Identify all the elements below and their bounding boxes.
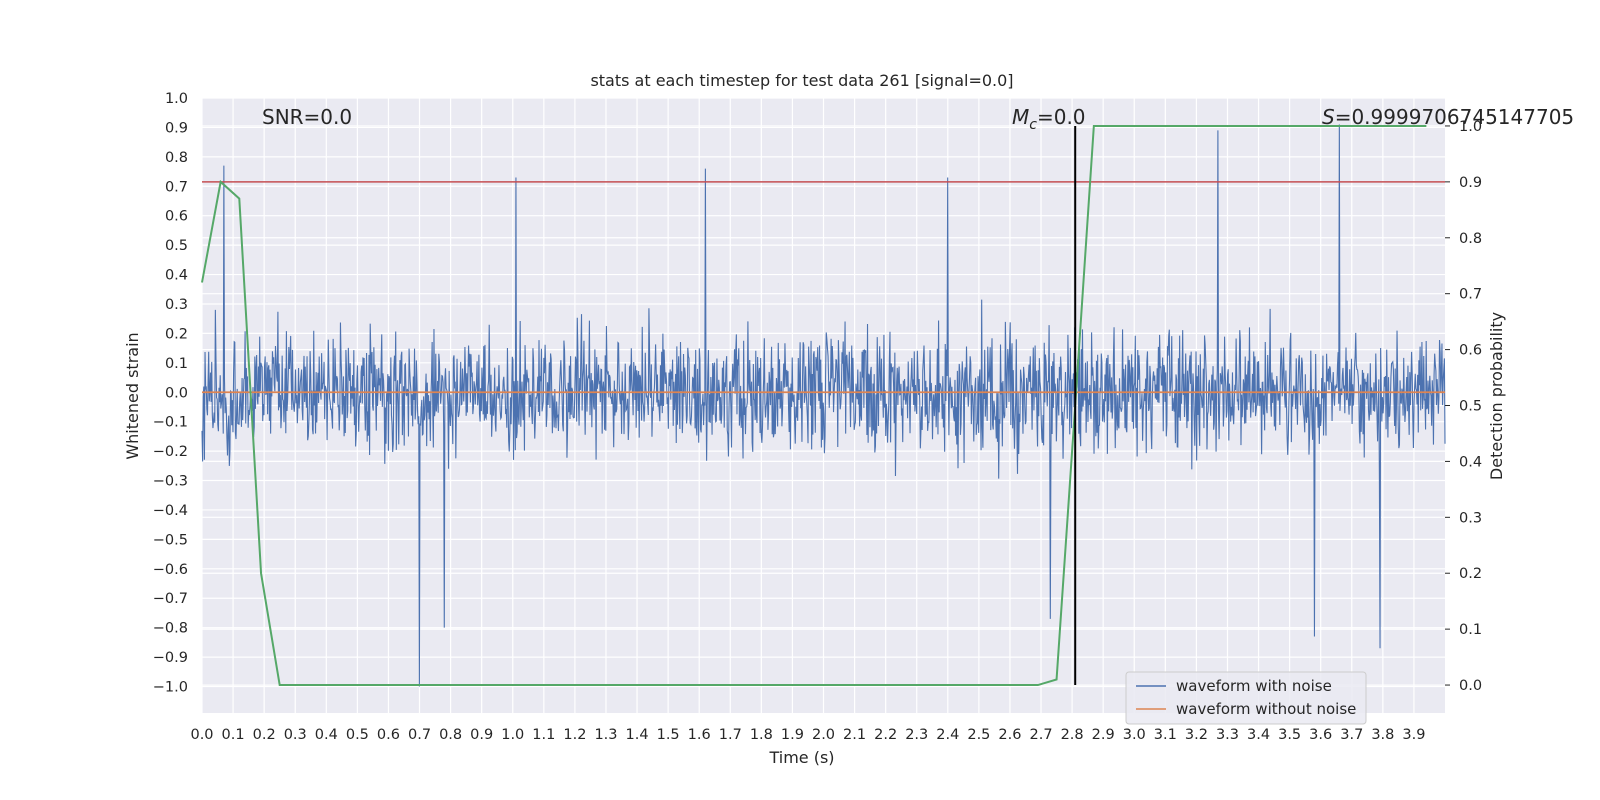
x-tick-label: 0.1 xyxy=(222,727,245,743)
x-axis-label: Time (s) xyxy=(768,748,834,767)
y-tick-label: 0.2 xyxy=(165,326,188,342)
y-tick-label: 0.4 xyxy=(165,268,188,284)
x-tick-label: 3.5 xyxy=(1278,727,1301,743)
y-tick-label: 0.8 xyxy=(165,150,188,166)
y-tick-labels: 1.0 0.9 0.8 0.7 0.6 0.5 0.4 0.3 0.2 0.1 0.0 −0.1 −0.… xyxy=(153,91,188,696)
x-tick-label: 1.1 xyxy=(532,727,555,743)
y-tick-label: 0.9 xyxy=(165,120,188,136)
mc-annotation: Mc=0.0 xyxy=(1012,105,1086,133)
y-tick-label: −0.8 xyxy=(153,621,188,637)
x-tick-label: 1.6 xyxy=(688,727,711,743)
x-tick-label: 2.7 xyxy=(1029,727,1052,743)
y-tick-label: −0.2 xyxy=(153,444,188,460)
y2-tick-label: 0.8 xyxy=(1459,231,1482,247)
y2-tick-label: 1.0 xyxy=(1459,119,1482,135)
x-tick-labels: 0.0 0.1 0.2 0.3 0.4 0.5 0.6 0.7 0.8 0.9 1.0 1.1 1.2 1… xyxy=(190,727,1425,743)
x-tick-label: 0.7 xyxy=(408,727,431,743)
legend: waveform with noise waveform without noi… xyxy=(1125,671,1367,725)
y2-tick-label: 0.7 xyxy=(1459,287,1482,303)
y-tick-label: 1.0 xyxy=(165,91,188,107)
x-tick-label: 2.1 xyxy=(843,727,866,743)
y2-tick-label: 0.4 xyxy=(1459,454,1482,470)
y-tick-label: −0.6 xyxy=(153,562,188,578)
y-tick-label: 0.7 xyxy=(165,179,188,195)
x-tick-label: 2.3 xyxy=(905,727,928,743)
series-detection-probability xyxy=(201,124,1427,687)
y-tick-label: 0.1 xyxy=(165,356,188,372)
y2-tick-label: 0.5 xyxy=(1459,399,1482,415)
y2-tick-labels: 1.0 0.9 0.8 0.7 0.6 0.5 0.4 0.3 0.2 0.1 0.0 xyxy=(1445,119,1482,694)
x-tick-label: 0.3 xyxy=(284,727,307,743)
x-tick-label: 2.4 xyxy=(936,727,959,743)
y-tick-label: −0.9 xyxy=(153,650,188,666)
y2-tick-label: 0.1 xyxy=(1459,622,1482,638)
x-tick-label: 0.8 xyxy=(439,727,462,743)
s-annotation: S=0.9999706745147705 xyxy=(1322,105,1574,129)
y-tick-label: 0.0 xyxy=(165,385,188,401)
x-tick-label: 0.0 xyxy=(190,727,213,743)
y-tick-label: −1.0 xyxy=(153,680,188,696)
legend-label-clean: waveform without noise xyxy=(1176,700,1356,718)
y-tick-label: −0.7 xyxy=(153,591,188,607)
y2-axis-label: Detection probability xyxy=(1487,312,1506,480)
y-tick-label: −0.3 xyxy=(153,474,188,490)
x-tick-label: 3.3 xyxy=(1216,727,1239,743)
x-tick-label: 2.2 xyxy=(874,727,897,743)
y2-tick-label: 0.9 xyxy=(1459,175,1482,191)
legend-label-noise: waveform with noise xyxy=(1176,677,1332,695)
x-tick-label: 1.8 xyxy=(750,727,773,743)
legend-box xyxy=(1125,671,1367,725)
x-tick-label: 1.0 xyxy=(501,727,524,743)
x-tick-label: 1.3 xyxy=(594,727,617,743)
x-tick-label: 2.6 xyxy=(998,727,1021,743)
x-tick-label: 2.5 xyxy=(967,727,990,743)
x-tick-label: 1.7 xyxy=(719,727,742,743)
y-tick-label: 0.6 xyxy=(165,209,188,225)
y-tick-label: −0.4 xyxy=(153,503,188,519)
y2-tick-label: 0.6 xyxy=(1459,343,1482,359)
x-tick-label: 3.4 xyxy=(1247,727,1270,743)
y-tick-label: 0.3 xyxy=(165,297,188,313)
y-tick-label: −0.5 xyxy=(153,532,188,548)
x-tick-label: 1.2 xyxy=(563,727,586,743)
x-tick-label: 3.7 xyxy=(1340,727,1363,743)
y2-tick-label: 0.2 xyxy=(1459,566,1482,582)
x-tick-label: 3.1 xyxy=(1154,727,1177,743)
detection-probability-line xyxy=(201,124,1427,687)
y2-tick-label: 0.0 xyxy=(1459,678,1482,694)
x-tick-label: 0.4 xyxy=(315,727,338,743)
x-tick-label: 2.0 xyxy=(812,727,835,743)
y-tick-label: 0.5 xyxy=(165,238,188,254)
x-tick-label: 1.4 xyxy=(626,727,649,743)
chart-title: stats at each timestep for test data 261… xyxy=(590,71,1013,90)
x-tick-label: 3.0 xyxy=(1123,727,1146,743)
x-tick-label: 0.6 xyxy=(377,727,400,743)
x-tick-label: 2.8 xyxy=(1061,727,1084,743)
x-tick-label: 0.5 xyxy=(346,727,369,743)
x-tick-label: 1.9 xyxy=(781,727,804,743)
y-axis-label: Whitened strain xyxy=(123,332,142,459)
y-tick-label: −0.1 xyxy=(153,415,188,431)
x-tick-label: 3.8 xyxy=(1371,727,1394,743)
x-tick-label: 1.5 xyxy=(657,727,680,743)
x-tick-label: 2.9 xyxy=(1092,727,1115,743)
x-tick-label: 3.2 xyxy=(1185,727,1208,743)
x-tick-label: 0.2 xyxy=(253,727,276,743)
snr-annotation: SNR=0.0 xyxy=(262,105,352,129)
x-tick-label: 3.6 xyxy=(1309,727,1332,743)
series-waveform-with-noise xyxy=(201,124,1446,687)
x-tick-label: 0.9 xyxy=(470,727,493,743)
waveform-with-noise-line xyxy=(201,124,1446,687)
y2-tick-label: 0.3 xyxy=(1459,510,1482,526)
x-tick-label: 3.9 xyxy=(1402,727,1425,743)
